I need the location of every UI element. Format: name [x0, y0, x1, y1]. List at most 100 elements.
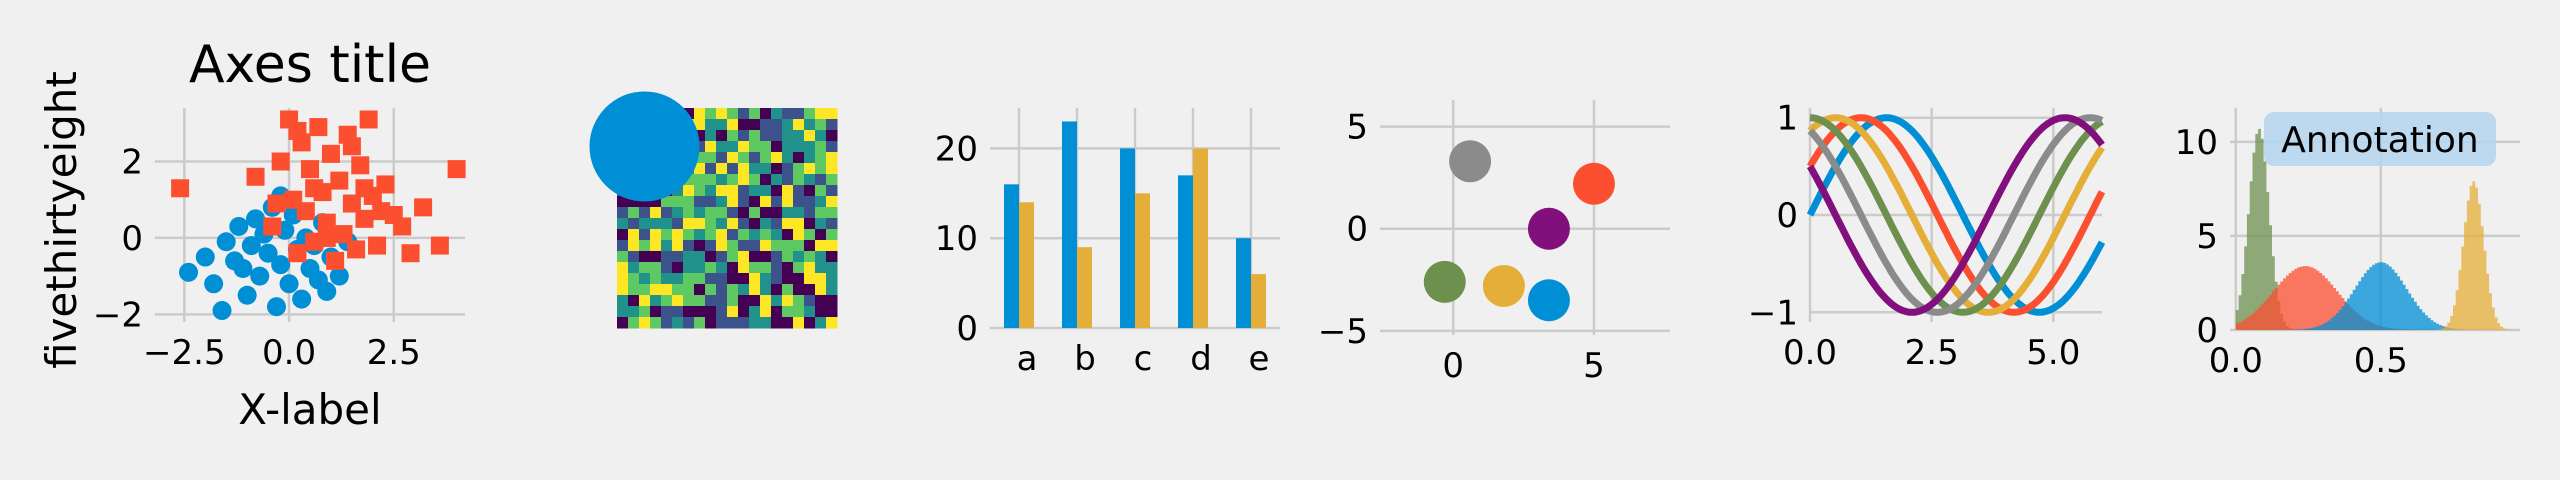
heatmap-cell	[650, 284, 662, 296]
heatmap-cell	[716, 273, 728, 285]
heatmap-cell	[650, 295, 662, 307]
heatmap-cell	[793, 141, 805, 153]
heatmap-cell	[683, 273, 695, 285]
heatmap-cell	[661, 284, 673, 296]
heatmap-cell	[826, 119, 838, 131]
heatmap-cell	[771, 306, 783, 318]
heatmap-cell	[628, 284, 640, 296]
scatter-square-point	[372, 202, 391, 221]
heatmap-cell	[694, 163, 706, 175]
scatter-square-point	[430, 236, 449, 255]
scatter-circle-point	[246, 209, 266, 229]
heatmap-cell	[727, 207, 739, 219]
heatmap-cell	[771, 152, 783, 164]
heatmap-cell	[760, 119, 772, 131]
bar	[1135, 193, 1150, 328]
heatmap-cell	[815, 240, 827, 252]
heatmap-cell	[738, 317, 750, 329]
heatmap-cell	[683, 306, 695, 318]
category-label: b	[1074, 339, 1096, 379]
heatmap-cell	[628, 295, 640, 307]
heatmap-cell	[617, 306, 629, 318]
heatmap-cell	[694, 108, 706, 120]
heatmap-cell	[760, 262, 772, 274]
heatmap-cell	[727, 262, 739, 274]
heatmap-cell	[760, 141, 772, 153]
heatmap-cell	[760, 130, 772, 142]
heatmap-cell	[826, 229, 838, 241]
heatmap-cell	[628, 240, 640, 252]
heatmap-cell	[683, 218, 695, 230]
heatmap-cell	[672, 196, 684, 208]
heatmap-cell	[749, 119, 761, 131]
x-tick-label: 5.0	[2026, 333, 2080, 373]
heatmap-cell	[804, 317, 816, 329]
x-tick-label: 0.5	[2354, 341, 2408, 381]
heatmap-cell	[782, 273, 794, 285]
heatmap-cell	[749, 240, 761, 252]
bar	[1062, 121, 1077, 328]
scatter-circle-point	[212, 301, 232, 321]
heatmap-cell	[826, 262, 838, 274]
heatmap-cell	[716, 229, 728, 241]
heatmap-cell	[694, 229, 706, 241]
heatmap-cell	[771, 130, 783, 142]
heatmap-cell	[650, 229, 662, 241]
scatter-circle-point	[250, 266, 270, 286]
colored-circle	[1423, 260, 1466, 303]
scatter-square-point	[246, 167, 265, 186]
category-label: e	[1249, 339, 1270, 379]
heatmap-cell	[826, 251, 838, 263]
heatmap-cell	[727, 295, 739, 307]
sine-line	[1807, 114, 2105, 316]
heatmap-cell	[705, 196, 717, 208]
heatmap-cell	[716, 207, 728, 219]
heatmap-cell	[617, 295, 629, 307]
heatmap-cell	[793, 130, 805, 142]
x-axis-label: X-label	[238, 385, 381, 434]
scatter-square-point	[288, 121, 307, 140]
scatter-circle-point	[237, 285, 257, 305]
heatmap-cell	[749, 141, 761, 153]
heatmap-cell	[793, 317, 805, 329]
heatmap-cell	[639, 273, 651, 285]
heatmap-cell	[760, 207, 772, 219]
scatter-square-point	[359, 110, 378, 129]
heatmap-cell	[716, 317, 728, 329]
heatmap-cell	[705, 141, 717, 153]
y-tick-label: 10	[2175, 123, 2218, 163]
heatmap-cell	[727, 196, 739, 208]
scatter-circle-point	[266, 297, 286, 317]
heatmap-cell	[650, 196, 662, 208]
heatmap-cell	[826, 207, 838, 219]
heatmap-cell	[804, 262, 816, 274]
heatmap-cell	[705, 108, 717, 120]
heatmap-cell	[782, 174, 794, 186]
heatmap-cell	[694, 251, 706, 263]
heatmap-cell	[782, 152, 794, 164]
heatmap-cell	[639, 218, 651, 230]
heatmap-cell	[628, 306, 640, 318]
y-tick-label: 10	[935, 219, 978, 259]
heatmap-cell	[815, 152, 827, 164]
heatmap-cell	[705, 174, 717, 186]
heatmap-cell	[716, 174, 728, 186]
heatmap-cell	[760, 174, 772, 186]
heatmap-cell	[782, 141, 794, 153]
heatmap-cell	[782, 262, 794, 274]
scatter-square-point	[271, 152, 290, 171]
heatmap-cell	[793, 240, 805, 252]
heatmap-cell	[705, 163, 717, 175]
heatmap-cell	[727, 273, 739, 285]
scatter-square-point	[263, 217, 282, 236]
colored-circle	[1527, 279, 1570, 322]
heatmap-cell	[617, 218, 629, 230]
annotation-box	[2264, 112, 2496, 166]
heatmap-cell	[815, 174, 827, 186]
heatmap-cell	[793, 152, 805, 164]
scatter-square-point	[317, 213, 336, 232]
scatter-square-point	[447, 160, 466, 179]
heatmap-cell	[650, 273, 662, 285]
heatmap-cell	[793, 262, 805, 274]
heatmap-cell	[749, 152, 761, 164]
